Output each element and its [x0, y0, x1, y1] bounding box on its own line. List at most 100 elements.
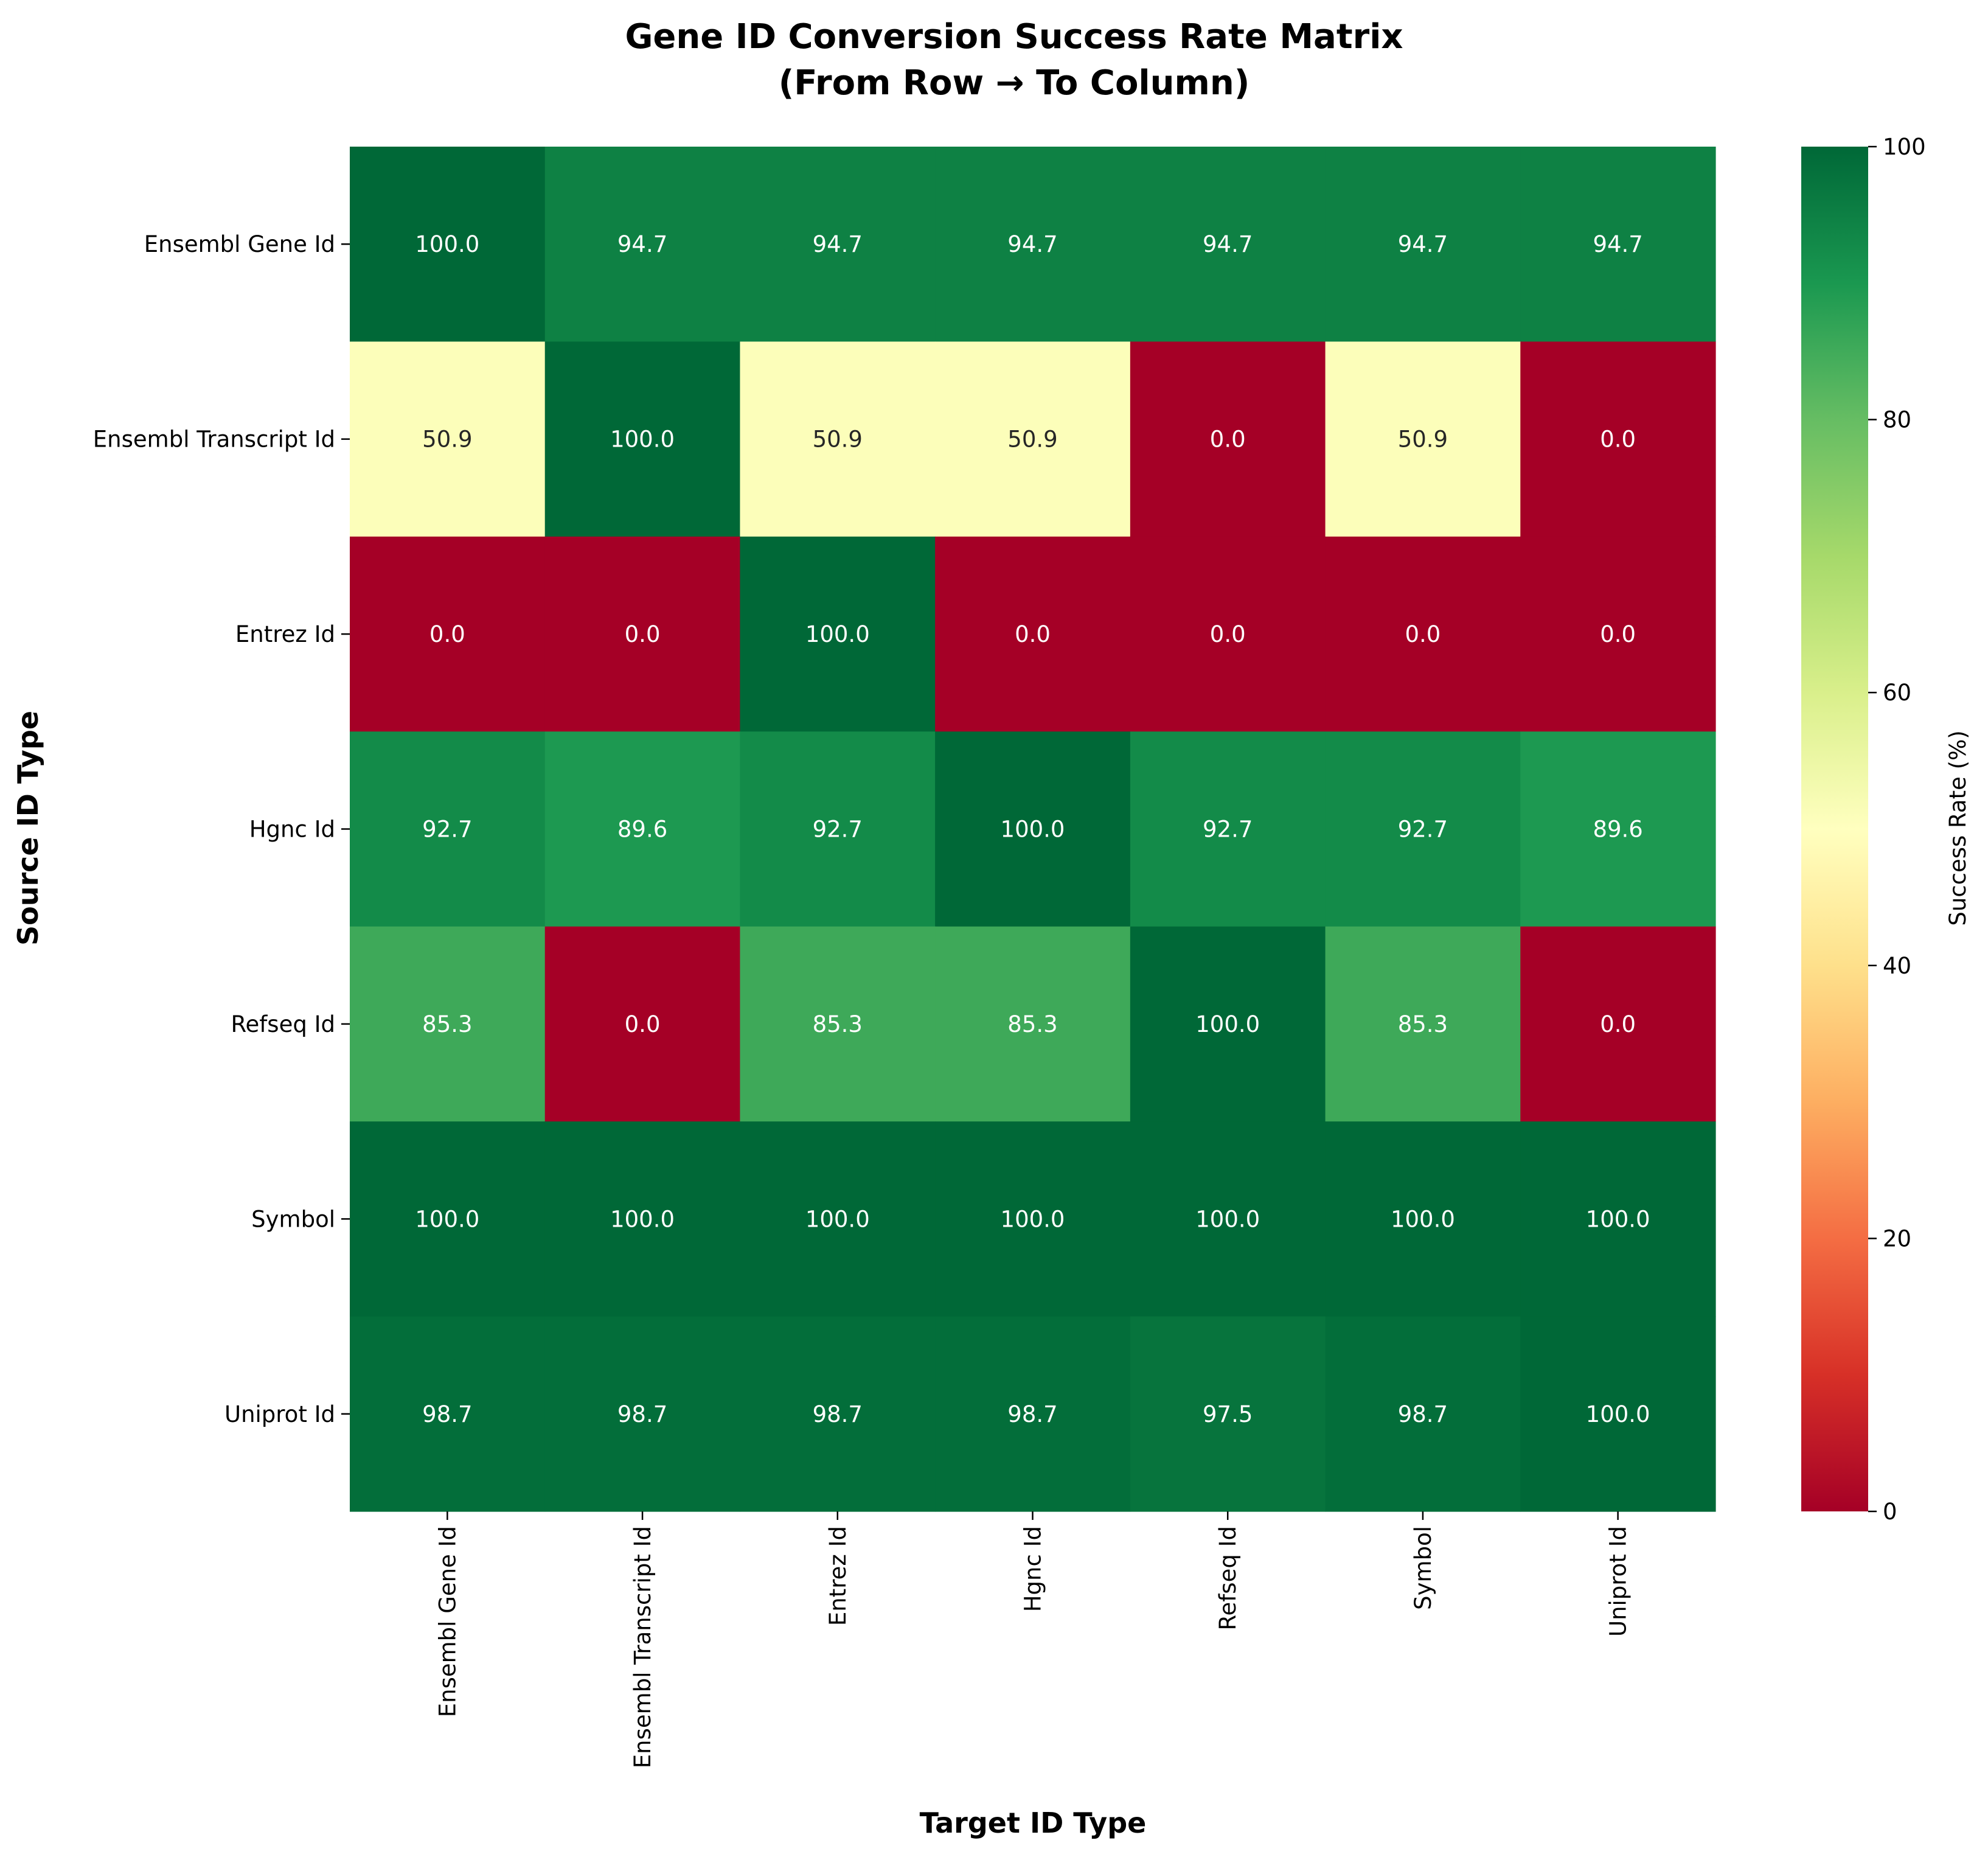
heatmap-cell: [1325, 1121, 1521, 1317]
cell-value-label: 94.7: [813, 231, 863, 257]
heatmap-cell: [1325, 731, 1521, 927]
cell-value-label: 98.7: [1398, 1401, 1448, 1427]
heatmap-cell: [740, 1121, 936, 1317]
x-tick-label: Ensembl Gene Id: [434, 1526, 461, 1717]
cell-value-label: 100.0: [1195, 1011, 1260, 1037]
cell-value-label: 85.3: [1398, 1011, 1448, 1037]
cell-value-label: 89.6: [617, 817, 667, 843]
cell-value-label: 0.0: [1600, 427, 1636, 453]
heatmap-cell: [544, 1316, 741, 1512]
heatmap-cell: [1520, 1121, 1716, 1317]
cell-value-label: 94.7: [1203, 231, 1253, 257]
x-axis-label: Target ID Type: [920, 1806, 1147, 1839]
heatmap-cell: [1325, 147, 1521, 343]
heatmap-cell: [740, 731, 936, 927]
colorbar-tick-label: 100: [1883, 134, 1926, 160]
cell-value-label: 100.0: [610, 427, 675, 453]
cell-value-label: 92.7: [1398, 817, 1448, 843]
heatmap-cell: [1520, 536, 1716, 732]
cell-value-label: 98.7: [617, 1401, 667, 1427]
heatmap-cell: [350, 147, 546, 343]
cell-value-label: 92.7: [1203, 817, 1253, 843]
cell-value-label: 94.7: [1398, 231, 1448, 257]
cell-value-label: 0.0: [1210, 427, 1246, 453]
heatmap-cell: [1130, 731, 1326, 927]
cell-value-label: 94.7: [617, 231, 667, 257]
chart-title-line-1: Gene ID Conversion Success Rate Matrix: [625, 17, 1403, 57]
cell-value-label: 92.7: [813, 817, 863, 843]
cell-value-label: 97.5: [1203, 1401, 1253, 1427]
cell-value-label: 0.0: [625, 621, 661, 647]
y-tick-label: Refseq Id: [231, 1011, 335, 1037]
cell-value-label: 94.7: [1007, 231, 1057, 257]
cell-value-label: 50.9: [813, 427, 863, 453]
heatmap-cell: [740, 926, 936, 1122]
heatmap-cell: [1130, 1121, 1326, 1317]
cell-value-label: 0.0: [1600, 1011, 1636, 1037]
cell-value-label: 98.7: [1007, 1401, 1057, 1427]
heatmap-cell: [350, 341, 546, 537]
cell-value-label: 89.6: [1593, 817, 1642, 843]
cell-value-label: 50.9: [1007, 427, 1057, 453]
heatmap-cell: [1520, 731, 1716, 927]
cell-value-label: 100.0: [1001, 817, 1065, 843]
heatmap-cell: [1325, 536, 1521, 732]
x-tick-label: Refseq Id: [1215, 1526, 1241, 1631]
y-tick-label: Ensembl Transcript Id: [93, 427, 335, 453]
cell-value-label: 100.0: [805, 621, 870, 647]
heatmap-cell: [1130, 926, 1326, 1122]
cell-value-label: 100.0: [1586, 1401, 1650, 1427]
heatmap-cell: [740, 1316, 936, 1512]
colorbar-gradient: [1801, 147, 1868, 1511]
x-tick-label: Ensembl Transcript Id: [630, 1526, 656, 1768]
y-tick-label: Hgnc Id: [249, 817, 335, 843]
cell-value-label: 100.0: [610, 1206, 675, 1232]
heatmap-cell: [935, 1121, 1131, 1317]
heatmap-cell: [740, 341, 936, 537]
heatmap-cell: [544, 731, 741, 927]
heatmap-cell: [350, 536, 546, 732]
heatmap-cell: [1130, 341, 1326, 537]
heatmap-cell-labels: 100.0 94.7 94.7 94.7 94.7 94.7 94.7 50.9 100.0 50…: [415, 231, 1650, 1427]
colorbar-tick-label: 0: [1883, 1499, 1897, 1525]
cell-value-label: 85.3: [1007, 1011, 1057, 1037]
heatmap-cell: [350, 731, 546, 927]
heatmap-cell: [544, 1121, 741, 1317]
heatmap-cell: [544, 536, 741, 732]
y-tick-label: Symbol: [251, 1206, 335, 1232]
heatmap-cell: [1130, 536, 1326, 732]
x-tick-label: Uniprot Id: [1605, 1526, 1632, 1637]
colorbar-tick-label: 40: [1883, 953, 1911, 979]
cell-value-label: 100.0: [415, 231, 479, 257]
cell-value-label: 98.7: [422, 1401, 472, 1427]
cell-value-label: 0.0: [1600, 621, 1636, 647]
y-axis-ticks: Ensembl Gene Id Ensembl Transcript Id Entr…: [93, 231, 350, 1427]
x-tick-label: Entrez Id: [825, 1526, 851, 1626]
cell-value-label: 0.0: [429, 621, 465, 647]
heatmap-cell: [935, 147, 1131, 343]
heatmap-cell: [1520, 147, 1716, 343]
heatmap-cell: [1325, 926, 1521, 1122]
y-tick-label: Uniprot Id: [224, 1401, 335, 1427]
cell-value-label: 85.3: [422, 1011, 472, 1037]
heatmap-cell: [740, 147, 936, 343]
x-tick-label: Hgnc Id: [1020, 1526, 1046, 1612]
heatmap-cell: [1325, 341, 1521, 537]
cell-value-label: 85.3: [813, 1011, 863, 1037]
x-axis-ticks: Ensembl Gene Id Ensembl Transcript Id Entr…: [434, 1511, 1632, 1768]
colorbar-tick-label: 60: [1883, 680, 1911, 706]
heatmap-cell: [350, 926, 546, 1122]
cell-value-label: 100.0: [1195, 1206, 1260, 1232]
cell-value-label: 100.0: [805, 1206, 870, 1232]
cell-value-label: 100.0: [1001, 1206, 1065, 1232]
cell-value-label: 100.0: [1586, 1206, 1650, 1232]
cell-value-label: 50.9: [1398, 427, 1448, 453]
heatmap-cell: [935, 1316, 1131, 1512]
y-axis-label: Source ID Type: [12, 711, 44, 946]
heatmap-cell: [740, 536, 936, 732]
heatmap-cell: [935, 731, 1131, 927]
heatmap-cell: [935, 926, 1131, 1122]
cell-value-label: 94.7: [1593, 231, 1642, 257]
heatmap-cell: [1520, 341, 1716, 537]
colorbar-tick-label: 80: [1883, 407, 1911, 433]
